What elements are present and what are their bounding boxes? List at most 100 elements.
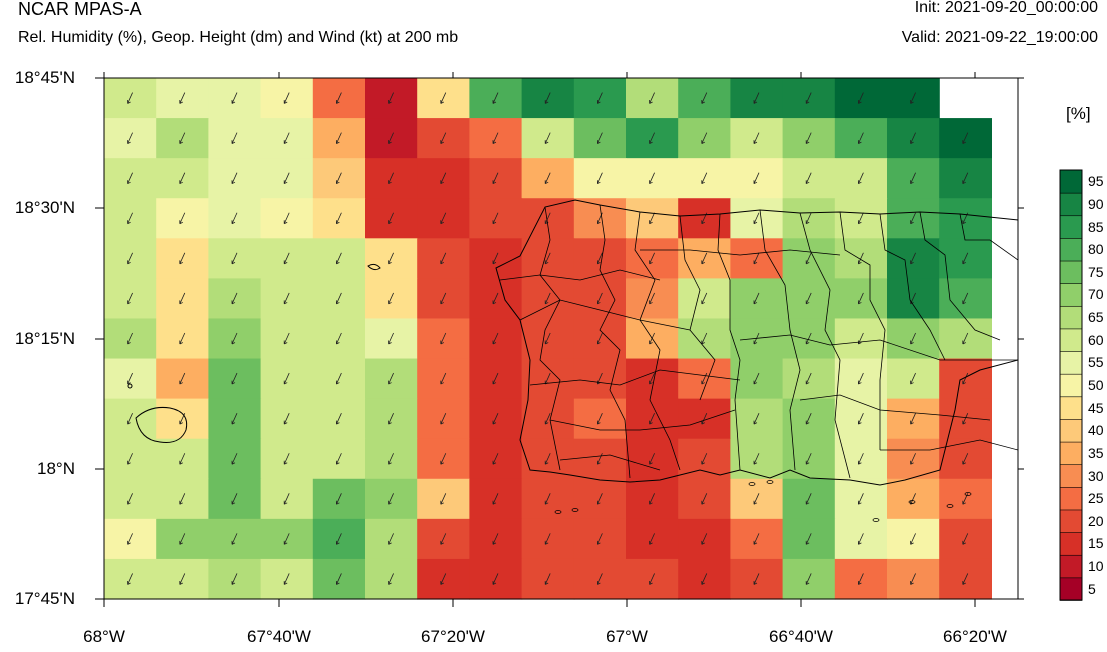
wind-arrow [492,252,499,265]
wind-arrow [910,573,916,585]
wind-arrow [336,573,342,585]
wind-arrow [492,372,499,385]
municipality-boundary [880,439,1019,451]
wind-arrow [544,332,551,345]
wind-arrow [805,252,812,265]
municipality-boundary [640,249,841,256]
wind-arrow [910,252,916,265]
colorbar-segment [1059,282,1083,307]
wind-arrow [910,132,916,144]
wind-arrow [753,132,760,144]
municipality-boundary [959,213,1019,261]
wind-arrow [388,493,394,505]
wind-arrow [649,573,655,585]
wind-arrow [179,332,186,345]
wind-arrow [544,412,551,425]
wind-arrow [597,533,603,545]
wind-arrow [127,132,133,144]
coastline-mona-island [135,407,188,443]
wind-arrow [336,292,342,305]
wind-arrow [283,172,290,185]
wind-arrow [858,212,864,225]
wind-arrow [910,372,916,385]
municipality-boundary [919,211,1001,341]
wind-arrow [492,212,499,225]
wind-arrow [805,332,812,345]
wind-arrow [336,332,342,345]
wind-arrow [753,172,760,185]
wind-arrow [127,172,133,185]
colorbar-label: 80 [1088,241,1104,258]
wind-arrow [805,212,812,225]
wind-arrow [336,212,342,225]
wind-arrow [440,533,447,545]
wind-arrow [127,332,133,345]
wind-arrow [440,493,447,505]
plot-subtitle: Rel. Humidity (%), Geop. Height (dm) and… [18,29,459,46]
wind-arrow [753,92,760,104]
wind-arrow [544,132,551,144]
wind-arrow [492,132,499,144]
wind-arrow [962,372,969,385]
wind-arrow [805,412,812,425]
wind-arrow [492,292,499,305]
x-tick-label: 67°W [606,627,648,646]
wind-arrow [388,132,394,144]
wind-arrow [492,533,499,545]
wind-arrow [127,252,133,265]
colorbar-label: 65 [1088,309,1104,326]
wind-arrow [597,292,603,305]
wind-arrow [858,573,864,585]
wind-arrow [858,453,864,465]
init-time: Init: 2021-09-20_00:00:00 [914,0,1098,16]
wind-arrow [910,172,916,185]
wind-arrow [597,332,603,345]
municipality-boundary [759,209,801,471]
wind-arrow [231,372,238,385]
wind-arrow [701,573,708,585]
municipality-boundary [549,409,736,431]
wind-arrow [388,372,394,385]
colorbar-segment [1059,509,1083,533]
wind-arrow [440,453,447,465]
wind-arrow [544,292,551,305]
wind-arrow [283,412,290,425]
wind-arrow [127,573,133,585]
wind-arrow [231,292,238,305]
wind-arrow [858,372,864,385]
wind-arrow [440,132,447,144]
wind-arrow [910,332,916,345]
wind-arrow [701,292,708,305]
wind-arrow [283,92,290,104]
wind-arrow [231,493,238,505]
municipality-boundary [799,394,991,421]
wind-arrow [701,132,708,144]
wind-arrow [127,533,133,545]
colorbar-segment [1059,169,1083,194]
wind-arrow [858,533,864,545]
colorbar-segment [1059,328,1083,352]
wind-arrow [231,573,238,585]
wind-arrow [910,453,916,465]
wind-arrow [753,292,760,305]
wind-arrow [858,493,864,505]
wind-arrow [283,573,290,585]
wind-arrow [805,92,812,104]
colorbar-segment [1059,463,1083,488]
wind-arrow [492,573,499,585]
wind-arrow [283,332,290,345]
wind-arrow [701,493,708,505]
colorbar-label: 30 [1088,467,1104,484]
municipality-boundary [499,269,661,281]
wind-arrow [753,533,760,545]
wind-arrow [805,132,812,144]
wind-arrow [544,453,551,465]
wind-arrow [962,132,969,144]
municipality-boundary [529,369,741,386]
municipality-boundary [599,204,631,479]
wind-arrow [701,372,708,385]
wind-arrow [492,453,499,465]
wind-arrow [388,252,394,265]
wind-arrow [753,493,760,505]
